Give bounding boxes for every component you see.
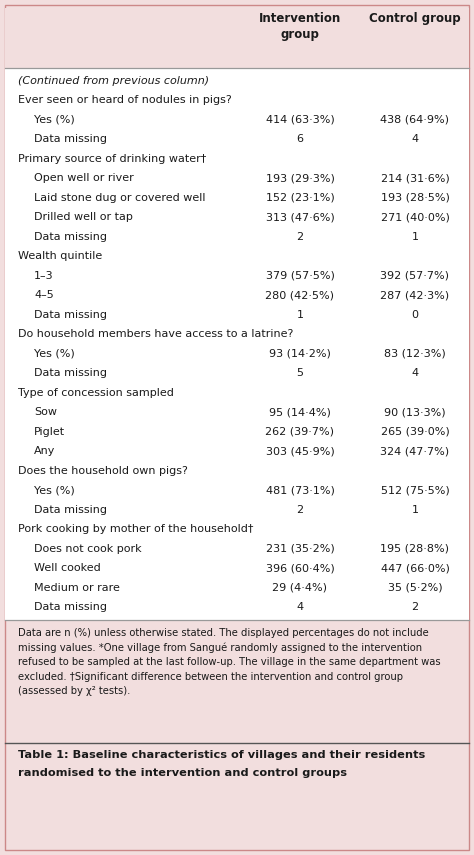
Text: Does the household own pigs?: Does the household own pigs? [18, 466, 188, 476]
Text: Well cooked: Well cooked [34, 563, 101, 574]
Text: Yes (%): Yes (%) [34, 486, 75, 495]
Text: Piglet: Piglet [34, 427, 65, 437]
Text: 4: 4 [411, 369, 419, 379]
Text: missing values. *One village from Sangué randomly assigned to the intervention: missing values. *One village from Sangué… [18, 642, 422, 653]
Text: 2: 2 [296, 505, 303, 515]
Text: 481 (73·1%): 481 (73·1%) [265, 486, 335, 495]
Text: 195 (28·8%): 195 (28·8%) [381, 544, 449, 554]
Text: 1: 1 [297, 310, 303, 320]
Text: Any: Any [34, 446, 55, 457]
Text: 93 (14·2%): 93 (14·2%) [269, 349, 331, 359]
Text: Data missing: Data missing [34, 369, 107, 379]
Text: 95 (14·4%): 95 (14·4%) [269, 408, 331, 417]
Bar [5, 8, 469, 68]
Text: Intervention: Intervention [259, 12, 341, 25]
Text: 4: 4 [296, 603, 303, 612]
Text: 4: 4 [411, 134, 419, 144]
Text: 2: 2 [296, 232, 303, 242]
Text: 90 (13·3%): 90 (13·3%) [384, 408, 446, 417]
Text: 271 (40·0%): 271 (40·0%) [381, 212, 449, 222]
Text: 1–3: 1–3 [34, 271, 54, 281]
Text: Ever seen or heard of nodules in pigs?: Ever seen or heard of nodules in pigs? [18, 96, 232, 105]
Text: Data missing: Data missing [34, 603, 107, 612]
Text: Primary source of drinking water†: Primary source of drinking water† [18, 154, 206, 164]
Text: Do household members have access to a latrine?: Do household members have access to a la… [18, 329, 293, 339]
Text: 396 (60·4%): 396 (60·4%) [265, 563, 334, 574]
Text: 4–5: 4–5 [34, 291, 54, 300]
Text: Data missing: Data missing [34, 505, 107, 515]
Text: 287 (42·3%): 287 (42·3%) [381, 291, 449, 300]
Text: Control group: Control group [369, 12, 461, 25]
Text: 262 (39·7%): 262 (39·7%) [265, 427, 335, 437]
Text: Data missing: Data missing [34, 232, 107, 242]
Text: Type of concession sampled: Type of concession sampled [18, 388, 174, 398]
Text: 6: 6 [297, 134, 303, 144]
Text: 324 (47·7%): 324 (47·7%) [381, 446, 449, 457]
Text: Sow: Sow [34, 408, 57, 417]
Text: Wealth quintile: Wealth quintile [18, 251, 102, 262]
Text: 1: 1 [411, 505, 419, 515]
Text: 83 (12·3%): 83 (12·3%) [384, 349, 446, 359]
Text: 512 (75·5%): 512 (75·5%) [381, 486, 449, 495]
Text: Data are n (%) unless otherwise stated. The displayed percentages do not include: Data are n (%) unless otherwise stated. … [18, 628, 429, 638]
Text: 193 (28·5%): 193 (28·5%) [381, 193, 449, 203]
Text: randomised to the intervention and control groups: randomised to the intervention and contr… [18, 768, 347, 778]
Text: Data missing: Data missing [34, 310, 107, 320]
Text: (Continued from previous column): (Continued from previous column) [18, 76, 209, 86]
Text: Data missing: Data missing [34, 134, 107, 144]
Text: Table 1: Baseline characteristics of villages and their residents: Table 1: Baseline characteristics of vil… [18, 750, 425, 760]
Text: 0: 0 [411, 310, 419, 320]
Text: 438 (64·9%): 438 (64·9%) [381, 115, 449, 125]
Text: 5: 5 [297, 369, 303, 379]
Text: excluded. †Significant difference between the intervention and control group: excluded. †Significant difference betwee… [18, 671, 403, 681]
Text: 392 (57·7%): 392 (57·7%) [381, 271, 449, 281]
Text: 214 (31·6%): 214 (31·6%) [381, 174, 449, 184]
Text: 303 (45·9%): 303 (45·9%) [265, 446, 334, 457]
Text: 35 (5·2%): 35 (5·2%) [388, 583, 442, 593]
Text: 2: 2 [411, 603, 419, 612]
Text: Yes (%): Yes (%) [34, 115, 75, 125]
Text: 414 (63·3%): 414 (63·3%) [265, 115, 334, 125]
Text: Yes (%): Yes (%) [34, 349, 75, 359]
Text: 265 (39·0%): 265 (39·0%) [381, 427, 449, 437]
Text: refused to be sampled at the last follow-up. The village in the same department : refused to be sampled at the last follow… [18, 657, 441, 667]
Text: Laid stone dug or covered well: Laid stone dug or covered well [34, 193, 206, 203]
Text: (assessed by χ² tests).: (assessed by χ² tests). [18, 686, 130, 696]
Text: 379 (57·5%): 379 (57·5%) [265, 271, 335, 281]
Text: 447 (66·0%): 447 (66·0%) [381, 563, 449, 574]
Text: 280 (42·5%): 280 (42·5%) [265, 291, 335, 300]
Text: Pork cooking by mother of the household†: Pork cooking by mother of the household† [18, 524, 254, 534]
Text: Open well or river: Open well or river [34, 174, 134, 184]
Text: Medium or rare: Medium or rare [34, 583, 120, 593]
Text: group: group [281, 28, 319, 41]
Text: 1: 1 [411, 232, 419, 242]
Text: 29 (4·4%): 29 (4·4%) [273, 583, 328, 593]
Text: Does not cook pork: Does not cook pork [34, 544, 142, 554]
Text: 231 (35·2%): 231 (35·2%) [265, 544, 334, 554]
Bar [5, 68, 469, 620]
Text: Drilled well or tap: Drilled well or tap [34, 212, 133, 222]
Text: 193 (29·3%): 193 (29·3%) [265, 174, 335, 184]
Text: 152 (23·1%): 152 (23·1%) [265, 193, 334, 203]
Text: 313 (47·6%): 313 (47·6%) [265, 212, 334, 222]
